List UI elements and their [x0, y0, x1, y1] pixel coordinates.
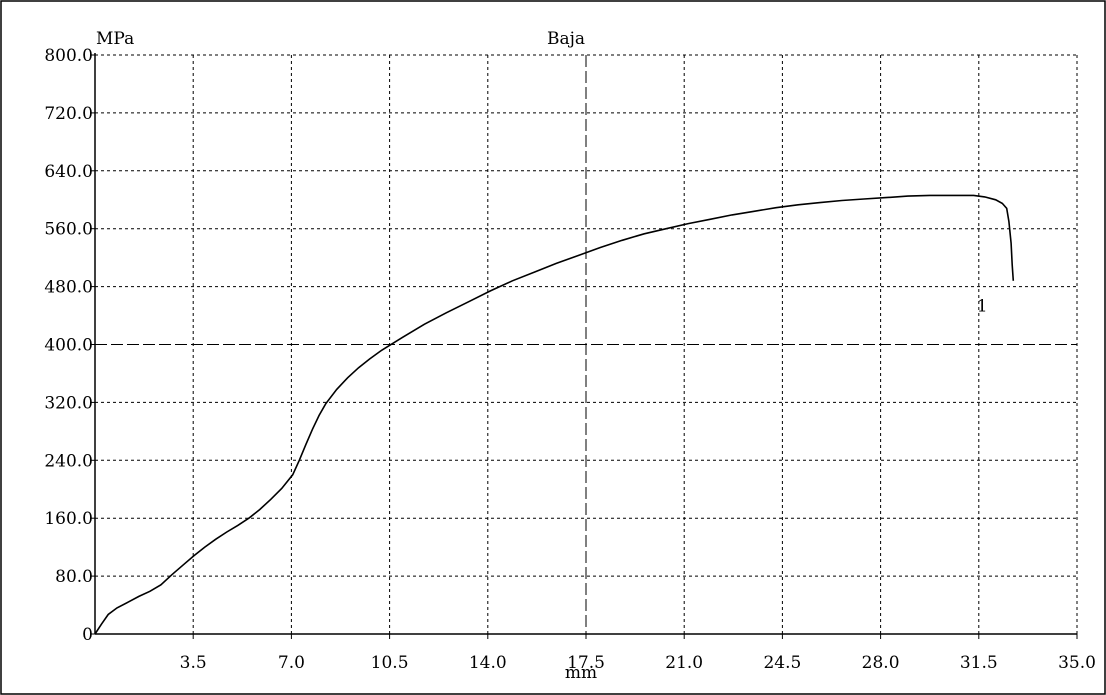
x-tick-label: 14.0	[469, 653, 507, 673]
y-tick-label: 0	[82, 625, 93, 645]
curve-annotation: 1	[977, 296, 988, 316]
y-tick-labels: 0 80.0 160.0 240.0 320.0 400.0 480.0 560.0 640.0…	[44, 46, 93, 645]
x-tick-labels: 3.5 7.0 10.5 14.0 17.5 21.0 24.5 28.0 31.5 35.0	[180, 653, 1096, 673]
y-tick-label: 80.0	[55, 567, 93, 587]
x-tick-label: 28.0	[862, 653, 900, 673]
y-tick-label: 240.0	[44, 451, 93, 471]
y-tick-label: 320.0	[44, 393, 93, 413]
y-tick-label: 560.0	[44, 220, 93, 240]
chart-title: Baja	[547, 29, 585, 49]
y-tick-label: 160.0	[44, 509, 93, 529]
x-tick-label: 7.0	[278, 653, 305, 673]
x-tick-label: 17.5	[567, 653, 605, 673]
grid-lines	[95, 54, 1078, 634]
y-tick-label: 400.0	[44, 336, 93, 356]
y-tick-label: 640.0	[44, 162, 93, 182]
x-axis-label: mm	[565, 663, 597, 683]
y-axis-label: MPa	[96, 29, 134, 49]
series-line	[94, 194, 1015, 635]
x-tick-label: 3.5	[180, 653, 207, 673]
x-tick-label: 10.5	[371, 653, 409, 673]
x-tick-label: 21.0	[665, 653, 703, 673]
x-tick-label: 31.5	[960, 653, 998, 673]
x-tick-label: 24.5	[763, 653, 801, 673]
axes	[90, 53, 1078, 639]
y-tick-label: 800.0	[44, 46, 93, 66]
y-tick-label: 720.0	[44, 104, 93, 124]
y-tick-label: 480.0	[44, 278, 93, 298]
x-tick-label: 35.0	[1058, 653, 1096, 673]
